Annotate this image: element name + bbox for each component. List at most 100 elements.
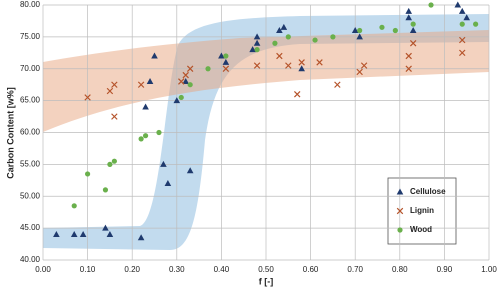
x-marker — [182, 71, 189, 79]
circle-marker — [111, 158, 117, 164]
triangle-marker — [405, 7, 413, 14]
circle-marker — [330, 34, 336, 40]
circle-marker — [205, 66, 211, 72]
triangle-marker — [356, 33, 363, 40]
x-tick-label: 0.30 — [169, 265, 185, 274]
circle-marker — [102, 187, 109, 193]
circle-marker — [223, 53, 229, 59]
triangle-marker — [463, 14, 470, 21]
triangle-marker — [137, 234, 145, 241]
x-marker — [111, 81, 118, 88]
triangle-marker — [102, 224, 109, 231]
circle-marker — [85, 171, 91, 177]
triangle-marker — [79, 231, 87, 237]
legend-label: Wood — [410, 225, 432, 234]
triangle-marker — [276, 27, 283, 33]
triangle-marker — [106, 231, 114, 237]
x-marker — [293, 91, 301, 98]
y-tick-label: 50.00 — [20, 191, 41, 200]
triangle-marker — [405, 14, 413, 21]
circle-marker — [142, 133, 149, 139]
circle-marker — [312, 37, 318, 43]
circle-marker — [410, 21, 416, 27]
x-marker — [459, 49, 466, 57]
triangle-marker — [351, 27, 359, 33]
triangle-marker — [186, 167, 194, 174]
x-marker — [334, 81, 341, 88]
x-marker — [405, 65, 412, 72]
circle-marker — [459, 21, 465, 27]
triangle-marker — [458, 7, 466, 14]
y-axis-label: Carbon Content [w%] — [5, 87, 15, 179]
x-marker — [285, 62, 292, 69]
y-tick-label: 70.00 — [20, 64, 41, 73]
circle-marker — [473, 21, 479, 27]
x-marker — [405, 52, 412, 60]
legend-label: Lignin — [410, 206, 434, 215]
x-tick-label: 1.00 — [481, 265, 497, 274]
x-marker — [106, 87, 114, 95]
x-tick-label: 0.90 — [437, 265, 453, 274]
legend-label: Cellulose — [410, 187, 446, 196]
x-marker — [253, 62, 261, 69]
y-tick-label: 80.00 — [20, 0, 41, 9]
triangle-marker — [253, 39, 261, 46]
x-marker — [360, 62, 368, 69]
x-tick-label: 0.50 — [258, 265, 274, 274]
x-marker — [137, 81, 145, 88]
triangle-marker — [160, 160, 167, 167]
triangle-marker — [53, 231, 60, 237]
triangle-marker — [151, 52, 158, 59]
y-tick-label: 75.00 — [20, 32, 41, 41]
x-marker — [222, 65, 230, 72]
x-tick-label: 0.00 — [35, 265, 51, 274]
triangle-marker — [222, 58, 230, 65]
triangle-marker — [253, 33, 261, 40]
triangle-marker — [146, 78, 154, 84]
x-tick-label: 0.20 — [124, 265, 140, 274]
x-marker — [178, 78, 185, 85]
circle-marker — [187, 82, 193, 88]
circle-marker — [71, 203, 77, 209]
triangle-marker — [280, 23, 288, 30]
circle-marker — [156, 129, 162, 136]
triangle-marker — [164, 180, 172, 186]
circle-marker — [397, 227, 403, 233]
circle-marker — [178, 94, 184, 101]
triangle-marker — [409, 27, 417, 33]
x-marker — [356, 68, 363, 76]
x-marker — [111, 113, 118, 120]
circle-marker — [272, 40, 278, 46]
circle-marker — [285, 34, 291, 40]
triangle-marker — [173, 97, 181, 104]
x-marker — [186, 65, 194, 72]
x-marker — [316, 59, 323, 66]
triangle-marker — [249, 46, 256, 53]
x-tick-label: 0.10 — [80, 265, 96, 274]
x-tick-label: 0.70 — [347, 265, 363, 274]
y-tick-label: 40.00 — [20, 255, 41, 264]
x-axis-label: f [-] — [259, 276, 274, 286]
triangle-marker — [218, 52, 225, 59]
circle-marker — [254, 47, 260, 53]
triangle-marker — [396, 188, 404, 195]
x-marker — [409, 40, 417, 47]
triangle-marker — [142, 103, 149, 110]
triangle-marker — [70, 231, 78, 237]
circle-marker — [357, 27, 363, 34]
y-tick-label: 55.00 — [20, 159, 41, 168]
triangle-marker — [182, 78, 190, 84]
triangle-marker — [298, 65, 305, 72]
circle-marker — [392, 27, 398, 34]
circle-marker — [428, 2, 434, 8]
circle-marker — [379, 24, 385, 30]
x-marker — [459, 36, 466, 44]
y-tick-label: 60.00 — [20, 128, 41, 137]
x-tick-label: 0.80 — [392, 265, 408, 274]
y-tick-label: 45.00 — [20, 223, 41, 232]
circle-marker — [138, 136, 144, 142]
x-marker — [84, 94, 91, 101]
x-tick-label: 0.60 — [303, 265, 319, 274]
